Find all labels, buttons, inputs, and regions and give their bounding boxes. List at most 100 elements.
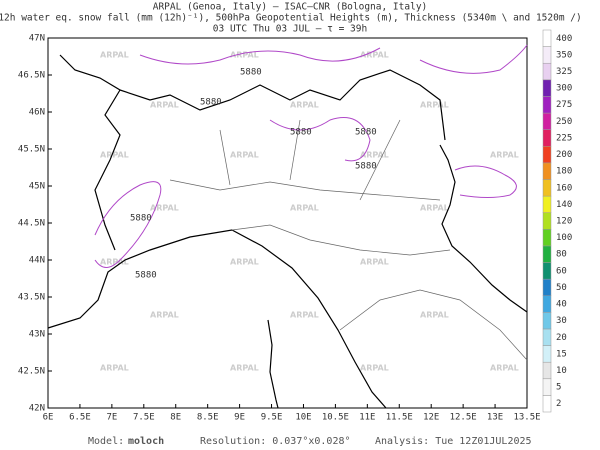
coastline	[47, 229, 387, 409]
x-tick-label: 12.5E	[450, 413, 477, 423]
x-tick-label: 9E	[234, 413, 245, 423]
watermark: ARPAL	[230, 364, 259, 373]
contour-label: 5880	[290, 128, 312, 138]
watermark: ARPAL	[420, 204, 449, 213]
colorbar-label: 40	[556, 300, 567, 310]
colorbar-swatch	[542, 146, 552, 164]
y-tick-label: 42.5N	[18, 367, 45, 377]
colorbar: 2 5 10 15 20 30 40 50 60 80 100 120 140 160 180 200 225 2…	[542, 29, 572, 413]
x-tick-label: 8E	[170, 413, 181, 423]
colorbar-label: 100	[556, 233, 572, 243]
contours	[94, 44, 528, 268]
colorbar-swatch	[542, 378, 552, 396]
colorbar-label: 50	[556, 283, 567, 293]
x-tick-label: 10.5E	[322, 413, 349, 423]
colorbar-swatch	[542, 112, 552, 130]
watermark: ARPAL	[230, 51, 259, 60]
colorbar-swatch	[542, 295, 552, 313]
watermark: ARPAL	[100, 151, 129, 160]
x-tick-label: 10E	[295, 413, 311, 423]
colorbar-swatch	[542, 62, 552, 81]
border	[59, 54, 121, 251]
colorbar-label: 180	[556, 167, 572, 177]
colorbar-label: 30	[556, 316, 567, 326]
colorbar-label: 200	[556, 150, 572, 160]
colorbar-label: 20	[556, 333, 567, 343]
colorbar-label: 120	[556, 217, 572, 227]
map-frame	[47, 37, 528, 409]
region-border	[169, 179, 441, 201]
y-tick-label: 44.5N	[18, 219, 45, 229]
watermark: ARPAL	[290, 101, 319, 110]
contour-labels: 5880 5880 5880 5880 5880 5880 5880	[130, 68, 377, 281]
x-tick-label: 9.5E	[261, 413, 283, 423]
colorbar-swatch	[542, 278, 552, 296]
colorbar-swatch	[542, 262, 552, 280]
colorbar-label: 60	[556, 266, 567, 276]
colorbar-label: 160	[556, 183, 572, 193]
coastline	[439, 144, 528, 313]
watermark: ARPAL	[230, 151, 259, 160]
colorbar-label: 325	[556, 67, 572, 77]
x-tick-label: 6.5E	[69, 413, 91, 423]
contour-label: 5880	[355, 162, 377, 172]
coastline	[267, 319, 279, 409]
contour-line	[419, 44, 528, 198]
footer-analysis: Analysis: Tue 12Z01JUL2025	[375, 436, 532, 447]
y-tick-label: 43.5N	[18, 293, 45, 303]
contour-label: 5880	[200, 98, 222, 108]
y-tick-label: 46N	[29, 108, 45, 118]
watermark: ARPAL	[360, 258, 389, 267]
colorbar-label: 10	[556, 366, 567, 376]
axis-ticks: 6E 6.5E 7E 7.5E 8E 8.5E 9E 9.5E 10E 10.5E 11E 11.5E…	[18, 34, 541, 423]
colorbar-swatch	[542, 179, 552, 197]
colorbar-swatch	[542, 46, 552, 64]
watermarks: ARPAL ARPAL ARPAL ARPAL ARPAL ARPAL ARPAL ARPAL…	[100, 51, 519, 373]
y-tick-label: 44N	[29, 256, 45, 266]
y-tick-label: 46.5N	[18, 71, 45, 81]
colorbar-swatch	[542, 79, 552, 97]
colorbar-label: 300	[556, 84, 572, 94]
watermark: ARPAL	[230, 258, 259, 267]
contour-line	[269, 117, 371, 162]
watermark: ARPAL	[360, 51, 389, 60]
y-tick-label: 43N	[29, 330, 45, 340]
x-tick-label: 7E	[106, 413, 117, 423]
colorbar-label: 5	[556, 383, 561, 393]
colorbar-swatch	[542, 96, 552, 114]
colorbar-swatch	[542, 129, 552, 147]
y-tick-label: 42N	[29, 404, 45, 414]
watermark: ARPAL	[360, 151, 389, 160]
footer-model-label: Model:	[88, 436, 124, 447]
colorbar-label: 400	[556, 34, 572, 44]
colorbar-swatch	[542, 212, 552, 230]
contour-label: 5880	[240, 68, 262, 78]
border	[119, 69, 446, 141]
colorbar-swatch	[542, 328, 552, 346]
header-line: 03 UTC Thu 03 JUL – τ = 39h	[213, 24, 367, 35]
watermark: ARPAL	[100, 51, 129, 60]
colorbar-label: 80	[556, 250, 567, 260]
contour-label: 5880	[355, 128, 377, 138]
contour-label: 5880	[135, 271, 157, 281]
colorbar-label: 2	[556, 399, 561, 409]
watermark: ARPAL	[420, 311, 449, 320]
footer-resolution: Resolution: 0.037°x0.028°	[200, 436, 351, 447]
y-tick-label: 47N	[29, 34, 45, 44]
contour-line	[139, 47, 381, 65]
watermark: ARPAL	[150, 101, 179, 110]
watermark: ARPAL	[290, 311, 319, 320]
colorbar-swatch	[542, 312, 552, 330]
colorbar-swatch	[542, 245, 552, 263]
header-line: ARPAL (Genoa, Italy) – ISAC–CNR (Bologna…	[153, 2, 428, 13]
colorbar-swatch	[542, 361, 552, 380]
colorbar-label: 350	[556, 50, 572, 60]
region-border	[339, 289, 528, 361]
x-tick-label: 11.5E	[386, 413, 413, 423]
watermark: ARPAL	[150, 311, 179, 320]
watermark: ARPAL	[490, 151, 519, 160]
watermark: ARPAL	[290, 204, 319, 213]
colorbar-label: 275	[556, 100, 572, 110]
colorbar-swatch	[542, 195, 552, 213]
